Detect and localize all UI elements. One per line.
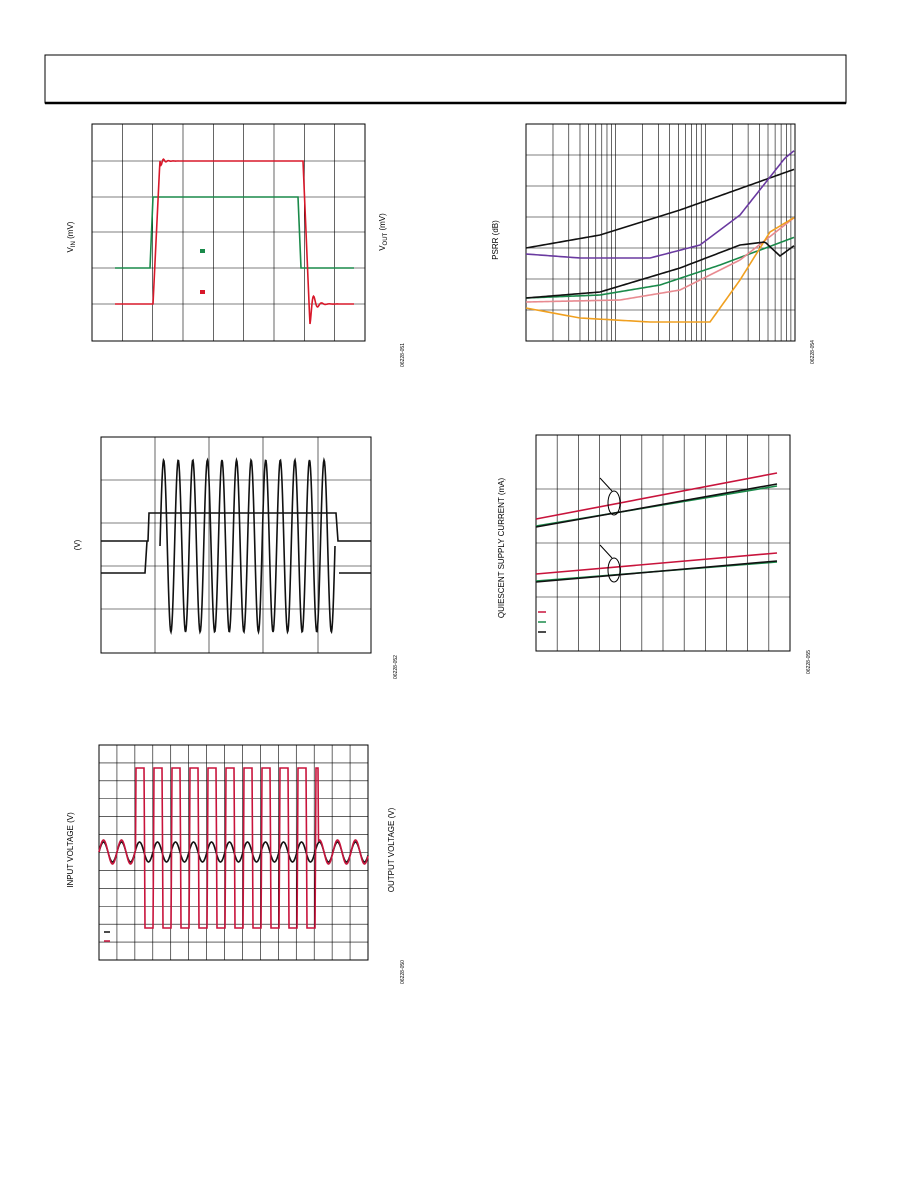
curve [535,483,778,528]
fig5-code: 06228-050 [400,960,406,984]
curve [115,158,355,325]
fig5-y2label: OUTPUT VOLTAGE (V) [387,807,396,892]
curve [525,216,795,323]
callout [607,490,621,516]
curve [98,841,369,863]
curve [101,540,148,574]
curve [159,456,336,636]
fig3-ylabel: (V) [73,539,82,550]
fig1-ylabel: VIN (mV) [66,221,77,252]
curve [525,150,795,259]
plot-box [525,123,796,342]
grid [536,435,790,651]
fig2-code: 06228-054 [810,340,816,364]
legend-swatch [200,290,205,294]
curve [535,472,778,520]
curve [101,512,371,542]
curve [525,168,795,249]
curve [525,236,795,299]
fig2-ylabel: PSRR (dB) [491,220,500,260]
callout [607,557,621,583]
fig4-ylabel: QUIESCENT SUPPLY CURRENT (mA) [497,478,506,619]
plot-box [98,744,369,961]
fig3-code: 06228-052 [393,655,399,679]
fig1-y2label: VOUT (mV) [378,213,389,251]
header-box [44,54,847,104]
fig1-code: 06228-051 [400,343,406,367]
plot-box [91,123,366,342]
callout-leader [599,544,613,559]
legend-swatch [200,249,205,253]
callout-leader [599,477,613,492]
curve [525,241,795,299]
grid [92,124,365,341]
curve [535,560,778,583]
curve [98,767,369,929]
fig5-ylabel: INPUT VOLTAGE (V) [66,812,75,888]
plot-box [535,434,791,652]
plot-box [100,436,372,654]
grid [526,124,795,341]
curve [525,217,795,303]
fig4-code: 06228-055 [806,650,812,674]
curve [115,196,354,269]
curve [535,552,778,575]
